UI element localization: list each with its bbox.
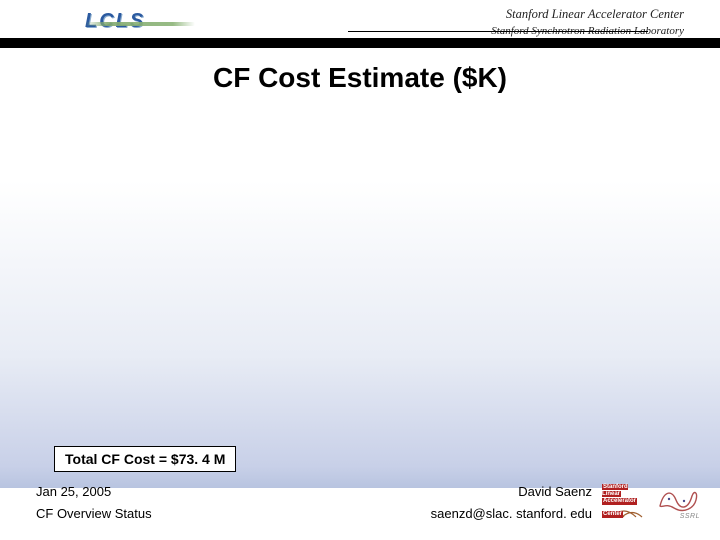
slac-mini-logo: Stanford Linear Accelerator Center: [602, 484, 648, 518]
header-org-line1: Stanford Linear Accelerator Center: [491, 7, 684, 22]
slide-header: LCLS Stanford Linear Accelerator Center …: [0, 0, 720, 48]
ssrl-logo-text: SSRL: [680, 513, 700, 520]
lcls-beam-graphic: [85, 22, 195, 26]
footer-date: Jan 25, 2005: [36, 484, 111, 499]
lcls-logo: LCLS: [85, 10, 145, 33]
slac-mini-line1: Stanford Linear: [602, 484, 628, 497]
slac-mini-line2: Accelerator: [602, 498, 637, 505]
header-divider-line: [348, 31, 648, 32]
footer-status: CF Overview Status: [36, 506, 152, 521]
slide-footer: Jan 25, 2005 CF Overview Status David Sa…: [0, 484, 720, 540]
header-black-bar: [0, 38, 720, 48]
header-org-block: Stanford Linear Accelerator Center Stanf…: [491, 7, 684, 37]
ssrl-logo: SSRL: [654, 484, 702, 518]
ssrl-squiggle-icon: [654, 484, 702, 514]
total-cost-box: Total CF Cost = $73. 4 M: [54, 446, 236, 472]
slide-title: CF Cost Estimate ($K): [0, 62, 720, 94]
slide-body-gradient: [0, 48, 720, 488]
lcls-logo-text: LCLS: [85, 10, 145, 32]
slac-mini-line3: Center: [602, 511, 623, 518]
footer-author: David Saenz: [518, 484, 592, 499]
footer-email: saenzd@slac. stanford. edu: [431, 506, 592, 521]
